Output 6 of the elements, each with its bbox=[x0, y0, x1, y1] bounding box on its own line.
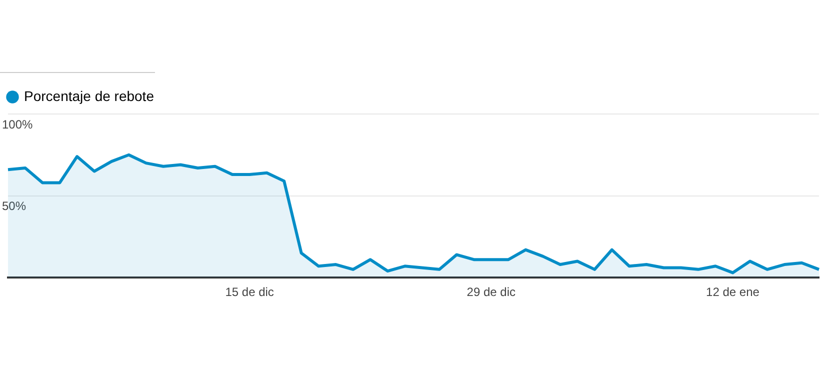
legend-label: Porcentaje de rebote bbox=[24, 88, 154, 104]
x-tick-label: 15 de dic bbox=[225, 285, 274, 300]
x-tick-label: 29 de dic bbox=[466, 285, 516, 300]
y-tick-label: 100% bbox=[2, 117, 34, 132]
y-tick-label: 50% bbox=[2, 199, 26, 214]
x-tick-label: 12 de ene bbox=[706, 285, 760, 300]
